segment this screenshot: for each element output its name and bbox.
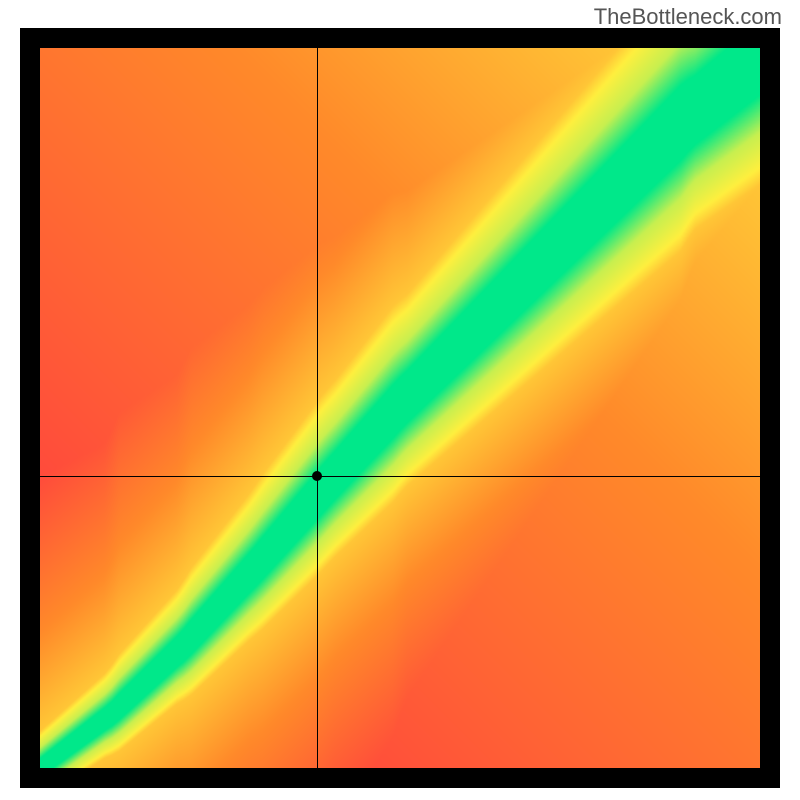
root-container: { "attribution": "TheBottleneck.com", "c… [0, 0, 800, 800]
heatmap-canvas [40, 48, 760, 768]
chart-frame [20, 28, 780, 788]
crosshair-horizontal [40, 476, 760, 477]
attribution-text: TheBottleneck.com [594, 4, 782, 30]
data-point-marker [312, 471, 322, 481]
crosshair-vertical [317, 48, 318, 768]
